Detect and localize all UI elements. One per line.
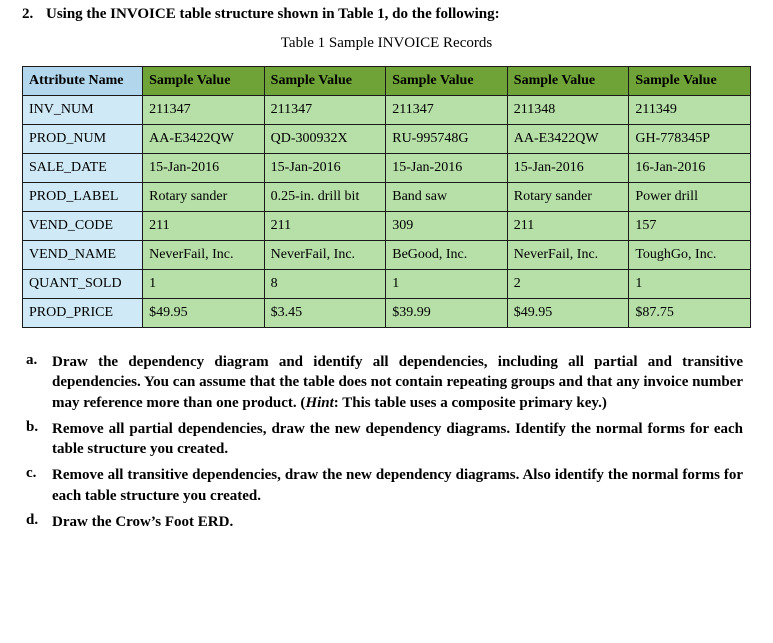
sample-value-cell: 211 [143,212,265,241]
sample-value-cell: 15-Jan-2016 [507,154,629,183]
sample-value-cell: 157 [629,212,751,241]
subpart-text: Remove all transitive dependencies, draw… [52,465,743,506]
question-prompt: Using the INVOICE table structure shown … [46,6,500,23]
sample-value-cell: AA-E3422QW [143,125,265,154]
sample-value-cell: $49.95 [507,299,629,328]
sample-value-cell: QD-300932X [264,125,386,154]
sample-value-cell: $49.95 [143,299,265,328]
table-row: VEND_NAMENeverFail, Inc.NeverFail, Inc.B… [23,241,751,270]
header-sample-value: Sample Value [507,67,629,96]
invoice-table: Attribute Name Sample Value Sample Value… [22,66,751,328]
header-sample-value: Sample Value [386,67,508,96]
sample-value-cell: 1 [629,270,751,299]
sample-value-cell: 211 [264,212,386,241]
sample-value-cell: 309 [386,212,508,241]
sample-value-cell: $87.75 [629,299,751,328]
sample-value-cell: $39.99 [386,299,508,328]
sample-value-cell: 15-Jan-2016 [143,154,265,183]
sample-value-cell: 211347 [264,96,386,125]
sample-value-cell: $3.45 [264,299,386,328]
sample-value-cell: 0.25-in. drill bit [264,183,386,212]
sample-value-cell: NeverFail, Inc. [264,241,386,270]
sample-value-cell: Power drill [629,183,751,212]
sample-value-cell: 2 [507,270,629,299]
sample-value-cell: Rotary sander [507,183,629,212]
attribute-name-cell: INV_NUM [23,96,143,125]
sample-value-cell: ToughGo, Inc. [629,241,751,270]
table-row: SALE_DATE15-Jan-201615-Jan-201615-Jan-20… [23,154,751,183]
sample-value-cell: 15-Jan-2016 [386,154,508,183]
sample-value-cell: 211347 [143,96,265,125]
subpart-text: Draw the Crow’s Foot ERD. [52,512,743,532]
attribute-name-cell: VEND_NAME [23,241,143,270]
header-sample-value: Sample Value [264,67,386,96]
question-line: 2. Using the INVOICE table structure sho… [22,6,751,23]
header-sample-value: Sample Value [143,67,265,96]
sample-value-cell: Band saw [386,183,508,212]
attribute-name-cell: PROD_NUM [23,125,143,154]
subpart-text-after: : This table uses a composite primary ke… [334,395,607,411]
subpart-text-before: Remove all partial dependencies, draw th… [52,421,743,457]
table-body: INV_NUM211347211347211347211348211349PRO… [23,96,751,328]
attribute-name-cell: QUANT_SOLD [23,270,143,299]
subpart-item: d.Draw the Crow’s Foot ERD. [22,512,743,532]
sample-value-cell: 1 [143,270,265,299]
sample-value-cell: NeverFail, Inc. [507,241,629,270]
sample-value-cell: 211 [507,212,629,241]
sample-value-cell: 1 [386,270,508,299]
sample-value-cell: 8 [264,270,386,299]
sample-value-cell: RU-995748G [386,125,508,154]
subpart-item: c.Remove all transitive dependencies, dr… [22,465,743,506]
page: 2. Using the INVOICE table structure sho… [0,0,773,558]
subpart-letter: b. [22,419,52,460]
sample-value-cell: AA-E3422QW [507,125,629,154]
attribute-name-cell: PROD_LABEL [23,183,143,212]
sample-value-cell: NeverFail, Inc. [143,241,265,270]
sample-value-cell: Rotary sander [143,183,265,212]
table-row: INV_NUM211347211347211347211348211349 [23,96,751,125]
table-row: QUANT_SOLD18121 [23,270,751,299]
table-caption: Table 1 Sample INVOICE Records [22,35,751,52]
sample-value-cell: 211347 [386,96,508,125]
subpart-text-before: Remove all transitive dependencies, draw… [52,467,743,503]
sample-value-cell: BeGood, Inc. [386,241,508,270]
hint-label: Hint [305,395,333,411]
sample-value-cell: 16-Jan-2016 [629,154,751,183]
subpart-item: b.Remove all partial dependencies, draw … [22,419,743,460]
table-row: PROD_NUMAA-E3422QWQD-300932XRU-995748GAA… [23,125,751,154]
header-attribute-name: Attribute Name [23,67,143,96]
attribute-name-cell: SALE_DATE [23,154,143,183]
sample-value-cell: 15-Jan-2016 [264,154,386,183]
table-row: PROD_LABELRotary sander0.25-in. drill bi… [23,183,751,212]
sample-value-cell: GH-778345P [629,125,751,154]
subpart-text: Draw the dependency diagram and identify… [52,352,743,413]
table-head: Attribute Name Sample Value Sample Value… [23,67,751,96]
question-number: 2. [22,6,46,23]
subpart-text: Remove all partial dependencies, draw th… [52,419,743,460]
subpart-text-before: Draw the Crow’s Foot ERD. [52,514,233,530]
table-row: VEND_CODE211211309211157 [23,212,751,241]
subpart-letter: c. [22,465,52,506]
table-row: PROD_PRICE$49.95$3.45$39.99$49.95$87.75 [23,299,751,328]
subparts-list: a.Draw the dependency diagram and identi… [22,352,751,532]
sample-value-cell: 211348 [507,96,629,125]
table-header-row: Attribute Name Sample Value Sample Value… [23,67,751,96]
header-sample-value: Sample Value [629,67,751,96]
subpart-item: a.Draw the dependency diagram and identi… [22,352,743,413]
attribute-name-cell: PROD_PRICE [23,299,143,328]
attribute-name-cell: VEND_CODE [23,212,143,241]
subpart-letter: a. [22,352,52,413]
subpart-letter: d. [22,512,52,532]
sample-value-cell: 211349 [629,96,751,125]
